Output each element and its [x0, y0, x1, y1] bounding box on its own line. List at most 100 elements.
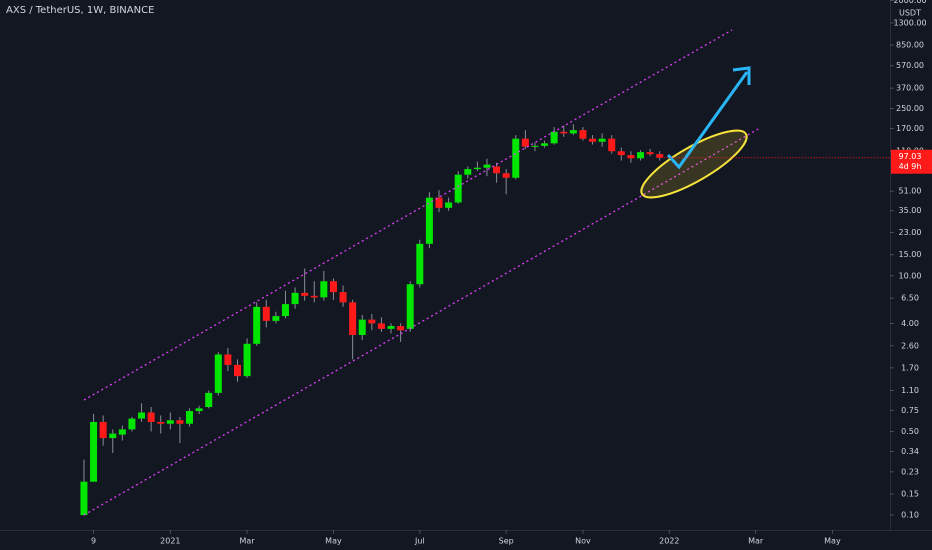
x-tick-label: Sep: [499, 537, 514, 546]
y-tick-label: 170.00: [896, 124, 924, 133]
candle-body: [329, 281, 337, 293]
y-tick-label: 250.00: [896, 104, 924, 113]
y-tick-label: 6.50: [901, 294, 919, 303]
candle-body: [646, 152, 654, 155]
y-tick-label: 0.34: [901, 447, 919, 456]
candle-body: [425, 197, 433, 244]
candle-body: [560, 131, 568, 134]
candle-body: [358, 319, 366, 335]
candle-body: [598, 138, 606, 142]
candle-body: [195, 408, 203, 412]
candle-body: [445, 202, 453, 208]
candle-body: [128, 418, 136, 430]
candle-body: [339, 292, 347, 303]
y-tick-label: 0.15: [901, 489, 919, 498]
candle-body: [387, 326, 395, 329]
y-tick-label: 0.75: [901, 406, 919, 415]
y-tick-label: 23.00: [899, 228, 922, 237]
x-tick-label: Mar: [748, 537, 764, 546]
candle-body: [502, 173, 510, 178]
candle-body: [281, 304, 289, 317]
candle-body: [569, 130, 577, 134]
candle-body: [157, 421, 165, 424]
y-tick-label: 0.23: [901, 467, 919, 476]
candle-body: [512, 138, 520, 178]
candles: [80, 124, 664, 516]
candle-body: [109, 433, 117, 439]
candle-body: [550, 131, 558, 144]
candle-body: [656, 154, 664, 158]
x-tick-label: 2022: [659, 537, 679, 546]
candle-body: [118, 429, 126, 435]
candle-body: [272, 316, 280, 321]
candle-body: [176, 420, 184, 424]
candle-body: [493, 166, 501, 174]
candle-body: [637, 152, 645, 159]
y-tick-label: 2.60: [901, 341, 919, 350]
candle-body: [454, 174, 462, 203]
candle-body: [608, 138, 616, 152]
highlight-ellipse: [640, 129, 748, 199]
candle-body: [320, 281, 328, 298]
x-tick-label: Mar: [240, 537, 256, 546]
x-tick-label: 2021: [160, 537, 180, 546]
candle-body: [147, 412, 155, 422]
candle-body: [397, 326, 405, 331]
candle-body: [186, 411, 194, 424]
y-tick-label: 35.00: [899, 206, 922, 215]
x-tick-label: 9: [91, 537, 96, 546]
candle-body: [579, 130, 587, 139]
candle-body: [233, 364, 241, 377]
candle-body: [224, 354, 232, 365]
candle-body: [80, 481, 88, 516]
candle-body: [627, 155, 635, 159]
candle-body: [310, 295, 318, 298]
drawings: [83, 29, 761, 516]
candle-body: [473, 167, 481, 170]
y-tick-label: 370.00: [896, 84, 924, 93]
y-tick-label: 15.00: [899, 250, 922, 259]
y-tick-label: 570.00: [896, 61, 924, 70]
y-tick-label: 0.10: [901, 511, 919, 520]
last-price-label: 97.03: [899, 152, 922, 161]
candle-body: [243, 343, 251, 377]
y-tick-label: 1300.00: [893, 18, 926, 27]
candle-body: [521, 138, 529, 147]
candle-body: [416, 243, 424, 285]
x-tick-label: May: [824, 537, 841, 546]
countdown-label: 4d 9h: [899, 162, 922, 171]
candle-body: [617, 151, 625, 156]
candle-body: [483, 164, 491, 168]
candle-body: [531, 145, 539, 147]
candle-body: [291, 292, 299, 305]
candle-body: [464, 169, 472, 175]
y-tick-label: 850.00: [896, 40, 924, 49]
y-tick-label: 1.10: [901, 386, 919, 395]
candle-body: [589, 138, 597, 142]
candle-body: [301, 292, 309, 296]
y-tick-label: 10.00: [899, 271, 922, 280]
candle-body: [138, 412, 146, 419]
y-tick-label: 51.00: [899, 187, 922, 196]
channel-upper: [83, 29, 733, 401]
candle-body: [214, 354, 222, 393]
x-tick-label: May: [325, 537, 342, 546]
candle-body: [368, 319, 376, 324]
candle-body: [541, 143, 549, 146]
candle-body: [349, 302, 357, 335]
x-tick-label: Jul: [414, 537, 425, 546]
y-tick-label: 4.00: [901, 319, 919, 328]
candle-body: [99, 421, 107, 439]
candle-body: [406, 284, 414, 329]
candle-body: [262, 306, 270, 321]
price-axis: 0.10 0.15 0.23 0.34 0.50 0.75 1.10 1.70 2.60 4.00…: [91, 0, 927, 546]
y-tick-label: 1.70: [901, 363, 919, 372]
candle-body: [166, 420, 174, 424]
last-price-box: [891, 149, 932, 174]
y-tick-label: 0.50: [901, 427, 919, 436]
chart-title: AXS / TetherUS, 1W, BINANCE: [6, 5, 154, 16]
candle-body: [253, 306, 261, 344]
